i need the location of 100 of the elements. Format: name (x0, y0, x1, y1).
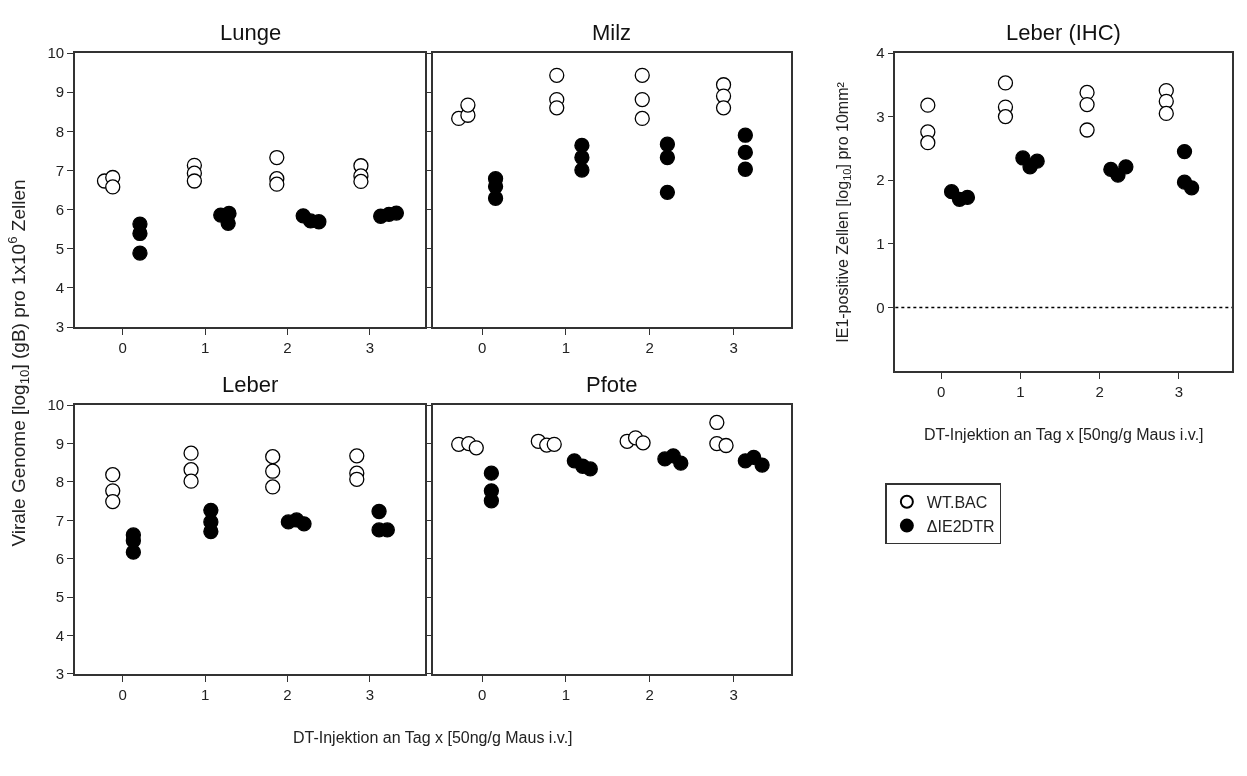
point (468, 440, 484, 456)
legend-label: WT.BAC (926, 494, 988, 512)
point (183, 445, 199, 461)
point (1158, 105, 1174, 122)
x-tick-label: 0 (477, 685, 487, 703)
point (659, 184, 676, 201)
chart-title: Pfote (586, 372, 638, 397)
point (634, 67, 650, 83)
y-tick-label: 8 (55, 473, 65, 491)
point (105, 467, 121, 483)
point (737, 144, 753, 161)
y-tick-label: 3 (876, 107, 885, 125)
y-tick-label: 7 (55, 511, 65, 529)
chart-title: Milz (592, 20, 632, 45)
x-tick-label: 2 (283, 685, 292, 703)
y-tick-label: 0 (876, 298, 885, 316)
point (549, 67, 565, 83)
y-tick-label: 4 (876, 44, 885, 62)
point (371, 503, 387, 520)
point (754, 457, 770, 473)
y-tick-label: 5 (55, 588, 65, 606)
x-tick-label: 2 (645, 338, 654, 356)
point (659, 136, 676, 152)
point (1079, 96, 1095, 113)
x-tick-label: 3 (729, 685, 738, 703)
y-tick-label: 7 (55, 161, 65, 179)
point (183, 473, 199, 489)
point (574, 149, 590, 166)
x-tick-label: 0 (937, 382, 946, 400)
x-tick-label: 3 (365, 338, 375, 356)
point (997, 75, 1014, 91)
chart-title: Leber (IHC) (1006, 20, 1121, 45)
y-tick-label: 5 (55, 239, 65, 257)
point (574, 162, 590, 178)
point (920, 135, 936, 151)
point (546, 436, 562, 452)
point (105, 179, 121, 195)
x-tick-label: 1 (200, 338, 210, 356)
point (487, 190, 504, 206)
point (718, 437, 734, 454)
y-tick-label: 9 (55, 434, 65, 452)
point (269, 176, 285, 192)
point (997, 108, 1014, 125)
x-tick-label: 2 (283, 338, 292, 356)
point (659, 149, 676, 166)
point (483, 493, 500, 509)
point (1118, 159, 1134, 175)
point (349, 471, 365, 487)
point (715, 100, 732, 116)
point (709, 414, 725, 431)
y-tick-label: 8 (55, 122, 65, 140)
point (265, 448, 281, 465)
x-tick-label: 0 (118, 338, 127, 356)
y-tick-label: 3 (55, 665, 65, 683)
point (1079, 122, 1095, 138)
x-tick-label: 0 (477, 338, 487, 356)
y-tick-label: 4 (55, 626, 65, 644)
x-axis-title: DT-Injektion an Tag x [50ng/g Maus i.v.] (924, 426, 1204, 443)
point (634, 91, 650, 108)
x-tick-label: 3 (729, 338, 738, 356)
x-tick-label: 1 (1016, 382, 1025, 400)
point (920, 97, 936, 113)
point (737, 161, 753, 177)
point (353, 173, 369, 190)
point (460, 97, 476, 113)
x-tick-label: 2 (1095, 382, 1104, 400)
point (269, 149, 285, 166)
point (549, 100, 565, 116)
point (634, 110, 650, 127)
y-tick-label: 6 (55, 549, 65, 567)
point (635, 435, 651, 451)
point (483, 465, 500, 481)
x-tick-label: 2 (645, 685, 654, 703)
point (737, 127, 753, 143)
y-tick-label: 2 (876, 171, 885, 189)
y-tick-label: 10 (47, 44, 65, 62)
point (186, 173, 203, 189)
point (582, 461, 598, 477)
y-tick-label: 6 (55, 200, 65, 218)
point (265, 463, 281, 479)
legend-label: ΔIE2DTR (926, 517, 995, 535)
y-tick-label: 9 (55, 83, 65, 101)
chart-title: Leber (222, 372, 279, 397)
x-tick-label: 1 (561, 338, 571, 356)
x-tick-label: 3 (1174, 382, 1184, 400)
y-tick-label: 1 (876, 235, 885, 253)
point (296, 516, 312, 532)
point (125, 544, 142, 560)
point (132, 245, 148, 261)
point (349, 448, 365, 464)
x-tick-label: 3 (365, 685, 375, 703)
x-tick-label: 0 (118, 685, 127, 703)
point (1176, 143, 1193, 160)
y-tick-label: 3 (55, 318, 65, 336)
point (265, 479, 281, 495)
x-tick-label: 1 (561, 685, 571, 703)
x-tick-label: 1 (200, 685, 210, 703)
point (1183, 180, 1200, 196)
y-tick-label: 10 (47, 396, 65, 414)
y-tick-label: 4 (55, 279, 65, 297)
